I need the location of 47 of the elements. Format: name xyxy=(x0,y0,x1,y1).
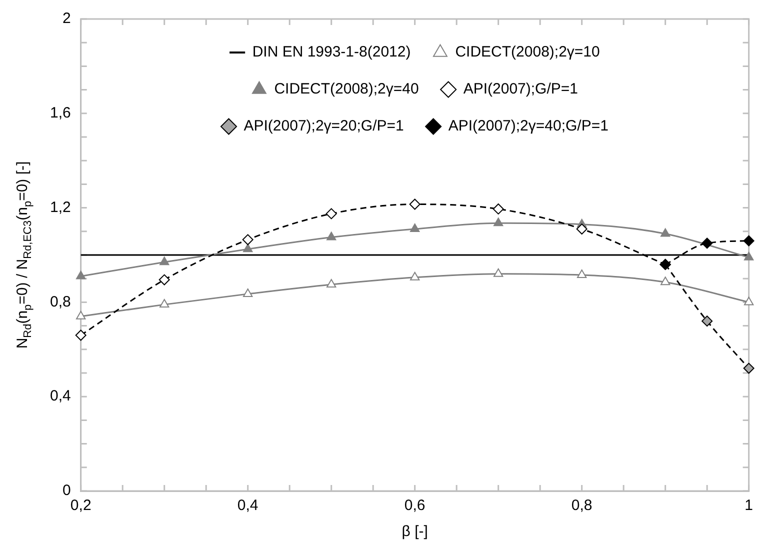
y-tick-label: 1,6 xyxy=(50,104,71,122)
point xyxy=(494,268,504,277)
legend-label: API(2007);2γ=40;G/P=1 xyxy=(448,118,608,135)
x-tick-label: 0,2 xyxy=(70,497,92,514)
point xyxy=(243,288,253,297)
point xyxy=(743,235,754,246)
legend-label: DIN EN 1993-1-8(2012) xyxy=(252,44,411,61)
y-tick-label: 1,2 xyxy=(50,198,71,216)
point xyxy=(410,224,420,232)
point xyxy=(326,232,336,240)
point xyxy=(243,244,253,252)
point xyxy=(576,224,588,235)
x-tick-label: 0,4 xyxy=(237,497,258,514)
point xyxy=(744,296,754,306)
legend-label: API(2007);2γ=20;G/P=1 xyxy=(244,118,404,135)
point xyxy=(75,330,86,341)
x-tick-label: 0,6 xyxy=(404,497,426,514)
point xyxy=(326,208,337,220)
point xyxy=(76,310,86,320)
x-tick-label: 1 xyxy=(744,497,753,514)
legend-label: CIDECT(2008);2γ=40 xyxy=(274,80,419,98)
point xyxy=(410,272,420,280)
y-tick-label: 0,8 xyxy=(50,293,71,310)
point xyxy=(702,316,713,327)
point xyxy=(158,274,170,286)
x-axis-title: β [-] xyxy=(402,523,428,540)
y-tick-label: 0 xyxy=(62,482,71,500)
point xyxy=(660,276,670,286)
point xyxy=(242,234,254,246)
point xyxy=(577,270,587,278)
point xyxy=(160,256,170,266)
legend-label: API(2007);G/P=1 xyxy=(463,80,578,98)
point xyxy=(743,362,754,374)
point xyxy=(744,252,754,260)
y-tick-label: 2 xyxy=(62,10,71,28)
point xyxy=(409,198,420,210)
legend-label: CIDECT(2008);2γ=10 xyxy=(455,44,600,61)
point xyxy=(326,279,336,288)
point xyxy=(702,238,713,249)
text: NRd(np=0) / NRd,EC3(np=0) [-] xyxy=(14,161,34,349)
point xyxy=(76,270,86,280)
y-tick-label: 0,4 xyxy=(50,388,71,405)
x-tick-label: 0,8 xyxy=(571,497,592,514)
point xyxy=(492,203,504,214)
point xyxy=(494,218,504,226)
point xyxy=(660,228,670,237)
point xyxy=(160,299,170,308)
